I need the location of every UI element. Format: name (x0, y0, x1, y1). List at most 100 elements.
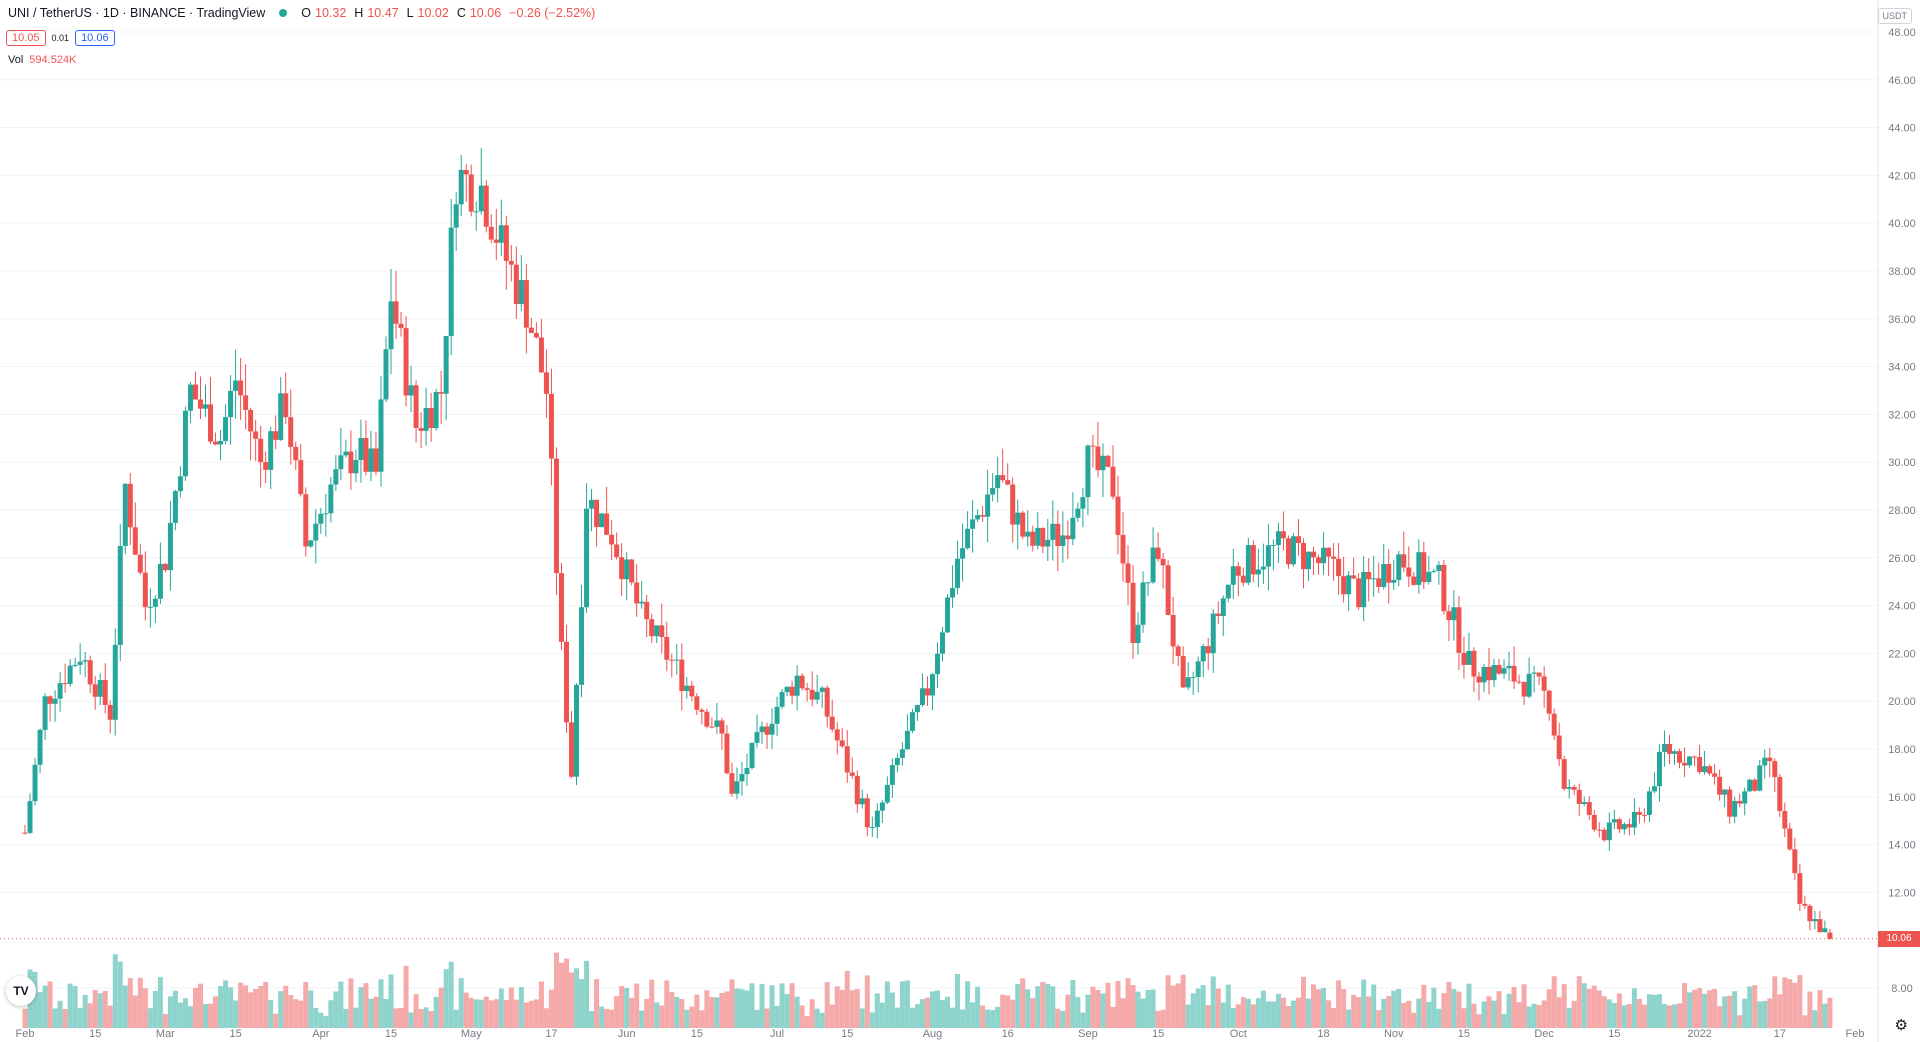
candle-body (809, 689, 815, 700)
volume-bar (478, 999, 484, 1028)
volume-bar (1762, 1000, 1768, 1028)
volume-bar (137, 977, 143, 1028)
volume-bar (1416, 998, 1422, 1028)
candle-body (1000, 475, 1006, 481)
candle-body (1386, 564, 1392, 583)
volume-bar (538, 981, 544, 1028)
candle-body (293, 446, 299, 461)
candle-body (127, 483, 133, 528)
volume-bar (423, 1007, 429, 1028)
candle-body (1566, 787, 1572, 789)
volume-bar (1722, 996, 1728, 1028)
candle-body (1255, 569, 1261, 575)
candle-body (67, 665, 73, 684)
volume-bar (228, 987, 234, 1028)
candle-body (579, 607, 585, 685)
volume-bar (864, 975, 870, 1028)
volume-bar (1687, 992, 1693, 1028)
volume-bar (1150, 989, 1156, 1028)
candle-body (619, 557, 625, 580)
volume-bar (1175, 983, 1181, 1028)
volume-bar (1621, 1005, 1627, 1028)
volume-bar (37, 992, 43, 1028)
volume-bar (1646, 994, 1652, 1028)
candle-body (1306, 551, 1312, 570)
candle-body (1621, 824, 1627, 830)
candle-body (1095, 446, 1101, 471)
candle-body (739, 774, 745, 782)
volume-bar (67, 983, 73, 1028)
symbol-title[interactable]: UNI / TetherUS · 1D · BINANCE · TradingV… (8, 6, 266, 20)
candle-body (187, 384, 193, 411)
volume-bar (674, 996, 680, 1028)
candle-body (1631, 811, 1637, 828)
volume-bar (1827, 997, 1833, 1028)
volume-bar (403, 965, 409, 1028)
candle-body (1551, 713, 1557, 736)
volume-bar (553, 952, 559, 1028)
candle-body (408, 385, 414, 396)
volume-bar (1085, 994, 1091, 1028)
volume-bar (388, 974, 394, 1028)
candle-body (373, 448, 379, 472)
tradingview-logo-icon[interactable]: TV (6, 976, 36, 1006)
candle-body (448, 227, 454, 336)
volume-bar (1561, 984, 1567, 1028)
candle-body (538, 337, 544, 373)
high-value: 10.47 (367, 6, 399, 20)
candle-body (904, 730, 910, 750)
volume-bar (1586, 988, 1592, 1028)
candle-body (403, 328, 409, 396)
volume-bar (1321, 987, 1327, 1028)
candle-body (112, 644, 118, 720)
candle-body (1687, 756, 1693, 766)
gear-icon[interactable]: ⚙ (1894, 1017, 1908, 1034)
candle-body (323, 513, 329, 515)
candle-body (1476, 676, 1482, 683)
volume-bar (1045, 983, 1051, 1028)
x-tick-label: 15 (89, 1028, 101, 1040)
currency-button[interactable]: USDT (1877, 8, 1912, 24)
volume-bar (1316, 989, 1322, 1028)
candle-body (599, 513, 605, 528)
buy-button[interactable]: 10.06 (75, 30, 115, 46)
candle-body (624, 559, 630, 580)
x-tick-label: 15 (385, 1028, 397, 1040)
candle-body (423, 408, 429, 431)
volume-bar (1386, 996, 1392, 1028)
candle-body (1421, 552, 1427, 582)
candle-body (353, 460, 359, 474)
volume-bar (1566, 1007, 1572, 1028)
candle-body (1802, 903, 1808, 906)
candle-body (704, 711, 710, 727)
volume-bar (122, 985, 128, 1028)
volume-bar (1080, 1012, 1086, 1028)
sell-button[interactable]: 10.05 (6, 30, 46, 46)
candle-body (834, 729, 840, 741)
candle-body (1757, 765, 1763, 791)
volume-bar (1280, 997, 1286, 1028)
volume-bar (1817, 990, 1823, 1028)
candle-body (839, 740, 845, 747)
candle-body (298, 460, 304, 495)
volume-bar (1210, 976, 1216, 1028)
volume-bar (273, 1013, 279, 1028)
candle-body (1396, 554, 1402, 580)
candle-body (383, 349, 389, 400)
volume-bar (814, 1008, 820, 1028)
candle-body (985, 494, 991, 517)
volume-bar (784, 994, 790, 1028)
volume-bar (749, 983, 755, 1028)
volume-bar (1541, 1000, 1547, 1028)
candle-body (955, 558, 961, 588)
volume-bar (468, 997, 474, 1028)
candle-body (268, 431, 274, 470)
volume-bar (92, 990, 98, 1028)
candle-body (1782, 811, 1788, 829)
volume-bar (157, 977, 163, 1028)
candle-body (1451, 607, 1457, 621)
volume-bar (1185, 1004, 1191, 1028)
volume-bar (1000, 994, 1006, 1028)
